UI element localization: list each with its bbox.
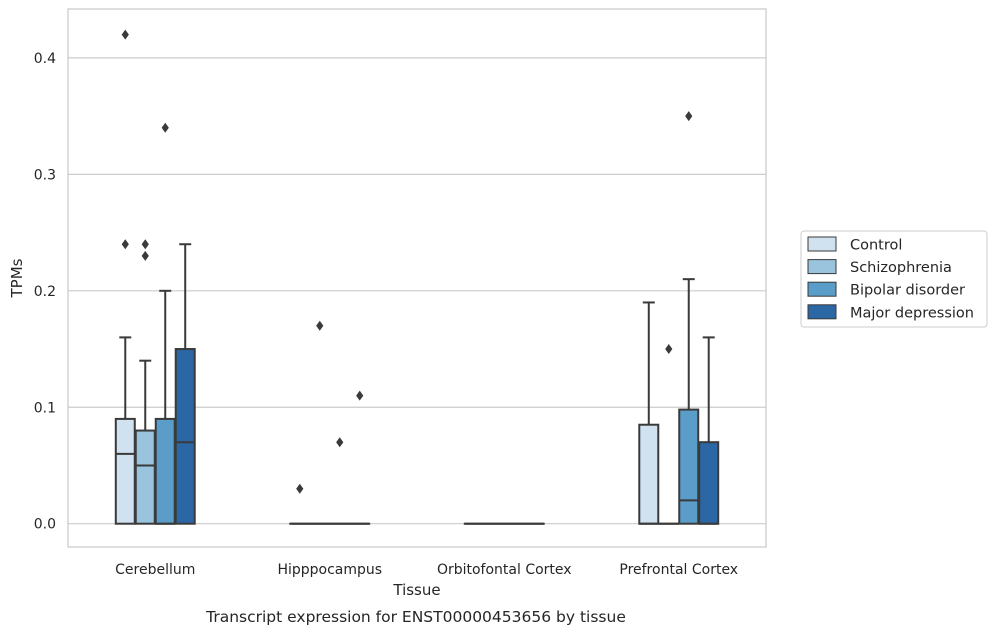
outlier-point [141,250,149,261]
outlier-point [121,29,129,40]
x-tick-label: Hipppocampus [277,562,382,578]
y-tick-label: 0.3 [34,167,56,183]
legend-label: Schizophrenia [850,260,952,276]
box-body [134,429,156,525]
outlier-point [665,344,673,355]
outlier-point [296,483,304,494]
box-bipolar-disorder [678,111,700,525]
box-body [154,417,176,525]
figure-caption: Transcript expression for ENST0000045365… [205,608,626,626]
outlier-point [161,122,169,133]
legend-label: Bipolar disorder [850,283,965,299]
legend-label: Major depression [850,305,974,321]
box-major-depression [698,336,720,525]
x-tick-label: Prefrontal Cortex [619,562,738,578]
legend-label: Control [850,238,902,254]
outlier-point [356,390,364,401]
legend-swatch [807,304,837,320]
legend-swatch [807,281,837,297]
box-bipolar-disorder [329,437,351,525]
plot-frame [67,8,767,548]
y-tick-label: 0.1 [34,400,56,416]
x-tick-label: Orbitofontal Cortex [437,562,572,578]
box-control [638,301,660,525]
boxes [114,29,720,525]
y-axis-ticks: 0.0 0.1 0.2 0.3 0.4 [34,51,56,533]
y-tick-label: 0.0 [34,517,56,533]
box-schizophrenia [658,344,680,525]
box-schizophrenia [134,239,156,525]
outlier-point [121,239,129,250]
y-tick-label: 0.4 [34,51,56,67]
x-tick-label: Cerebellum [115,562,195,578]
box-body [678,408,700,525]
outlier-point [685,111,693,122]
legend-frame [800,230,988,328]
box-control [289,483,311,525]
box-body [114,417,136,525]
outlier-point [316,320,324,331]
x-axis-label: Tissue [392,581,440,599]
legend-swatch [807,259,837,275]
box-body [174,348,196,525]
y-axis-label: TPMs [8,258,26,298]
box-body [638,423,660,525]
box-schizophrenia [309,320,331,525]
outlier-point [336,437,344,448]
x-axis-ticks: Cerebellum Hipppocampus Orbitofontal Corte… [115,562,738,578]
box-control [114,29,136,525]
box-bipolar-disorder [154,122,176,525]
legend-swatch [807,236,837,252]
legend: Control Schizophrenia Bipolar disorder Majo… [800,230,988,328]
box-body [698,441,720,525]
y-tick-label: 0.2 [34,284,56,300]
outlier-point [141,239,149,250]
box-major-depression [174,243,196,525]
box-major-depression [349,390,371,525]
legend-items: Control Schizophrenia Bipolar disorder Majo… [807,236,974,321]
